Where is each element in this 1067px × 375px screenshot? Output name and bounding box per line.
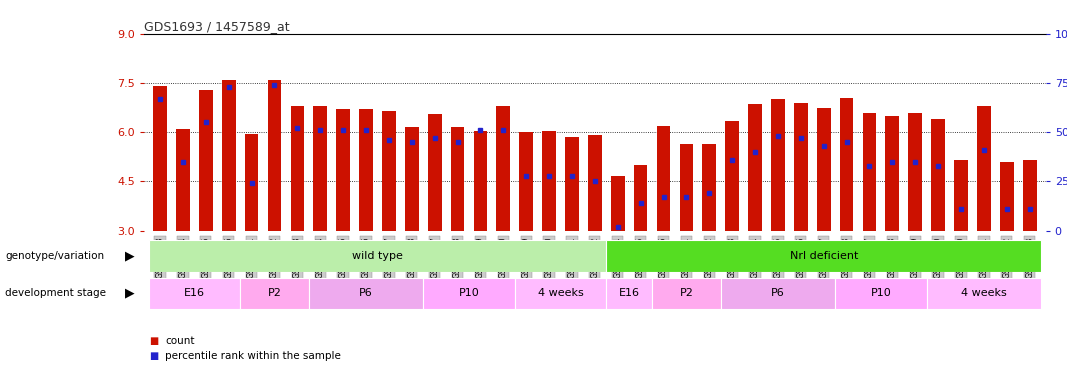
Bar [314,106,328,231]
Bar [450,127,464,231]
Bar [606,278,652,309]
Text: ■: ■ [149,351,159,361]
Bar [268,80,282,231]
Bar [244,134,258,231]
Bar [771,99,785,231]
Text: count: count [165,336,195,346]
Bar [514,278,606,309]
Text: P10: P10 [459,288,479,298]
Bar [931,119,945,231]
Bar [794,103,808,231]
Bar [290,106,304,231]
Bar [702,144,716,231]
Bar [611,177,624,231]
Bar [520,132,534,231]
Bar [148,240,606,272]
Bar [588,135,602,231]
Text: Nrl deficient: Nrl deficient [790,251,858,261]
Bar [382,111,396,231]
Text: wild type: wild type [352,251,403,261]
Bar [566,137,578,231]
Bar [1023,160,1036,231]
Bar [652,278,720,309]
Bar [148,278,240,309]
Bar [428,114,442,231]
Text: percentile rank within the sample: percentile rank within the sample [165,351,341,361]
Text: ■: ■ [149,336,159,346]
Bar [176,129,190,231]
Bar [840,98,854,231]
Text: 4 weeks: 4 weeks [961,288,1007,298]
Bar [474,130,488,231]
Bar [954,160,968,231]
Bar [634,165,648,231]
Bar [720,278,835,309]
Text: P10: P10 [871,288,891,298]
Text: ▶: ▶ [125,249,134,262]
Bar [908,112,922,231]
Text: development stage: development stage [5,288,107,298]
Bar [496,106,510,231]
Bar [680,144,694,231]
Text: ▶: ▶ [125,287,134,300]
Text: 4 weeks: 4 weeks [538,288,584,298]
Bar [308,278,424,309]
Text: GDS1693 / 1457589_at: GDS1693 / 1457589_at [144,20,289,33]
Bar [198,90,212,231]
Text: genotype/variation: genotype/variation [5,251,105,261]
Text: P6: P6 [771,288,785,298]
Text: P2: P2 [268,288,282,298]
Bar [926,278,1041,309]
Bar [606,240,1041,272]
Bar [977,106,991,231]
Bar [656,126,670,231]
Bar [835,278,926,309]
Bar [886,116,899,231]
Bar [154,86,166,231]
Bar [240,278,308,309]
Bar [862,112,876,231]
Bar [748,104,762,231]
Bar [817,108,830,231]
Text: E16: E16 [184,288,205,298]
Bar [404,127,418,231]
Bar [424,278,514,309]
Bar [222,80,236,231]
Bar [336,109,350,231]
Bar [1000,162,1014,231]
Text: E16: E16 [619,288,640,298]
Text: P2: P2 [680,288,694,298]
Bar [726,121,739,231]
Bar [360,109,372,231]
Text: P6: P6 [360,288,372,298]
Bar [542,130,556,231]
